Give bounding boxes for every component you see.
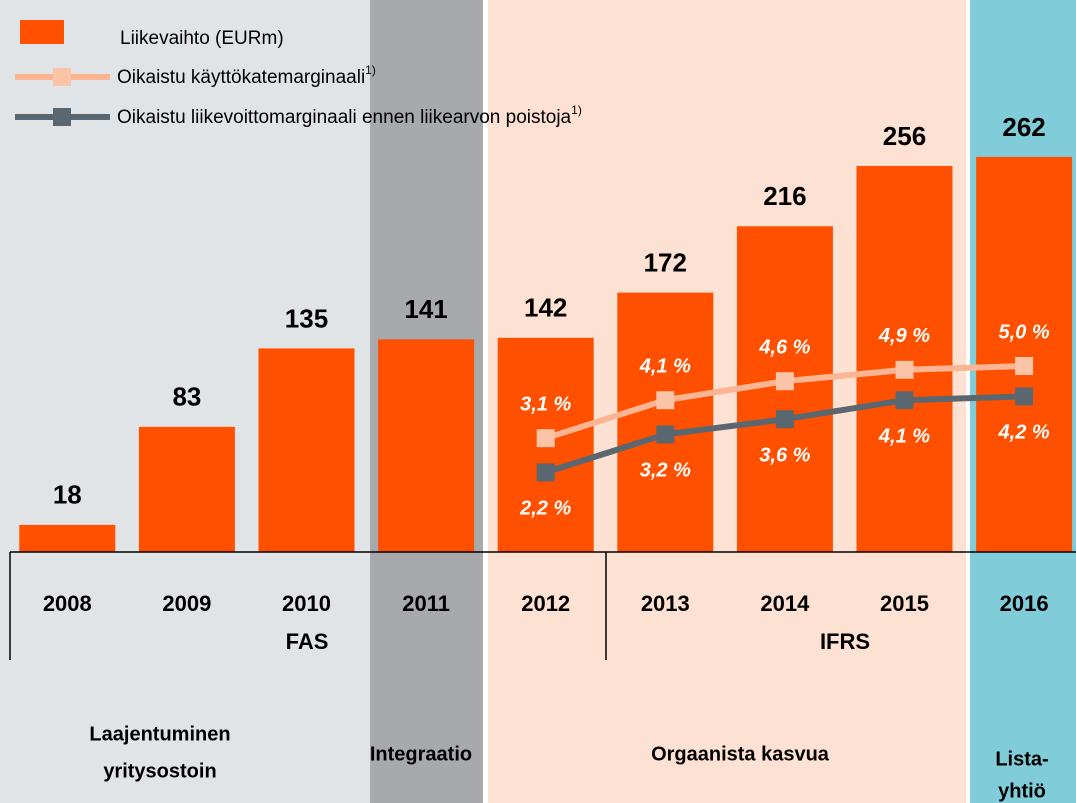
line-value-label: 4,1 % <box>878 425 930 447</box>
legend-name: Oikaistu käyttökatemarginaali <box>117 67 365 88</box>
line-value-label: 4,1 % <box>639 355 691 377</box>
line-value-label: 4,2 % <box>998 422 1050 444</box>
bar-value-label: 18 <box>53 480 82 510</box>
group-label: FAS <box>286 629 329 654</box>
phase-label: Lista- <box>995 748 1048 770</box>
x-tick-label: 2016 <box>1000 591 1049 616</box>
legend-label: Liikevaihto (EURm) <box>120 28 284 49</box>
line-marker <box>1015 387 1034 406</box>
bar-value-label: 142 <box>524 293 567 323</box>
legend-name: Oikaistu liikevoittomarginaali ennen lii… <box>117 107 572 128</box>
line-marker <box>656 425 675 444</box>
bar <box>19 524 116 552</box>
bar <box>617 292 714 552</box>
line-marker <box>895 360 914 379</box>
x-tick-label: 2013 <box>641 591 690 616</box>
phase-label: yhtiö <box>998 780 1046 802</box>
bar <box>258 348 355 552</box>
line-value-label: 3,6 % <box>759 444 810 466</box>
phase-label: Laajentuminen <box>89 723 230 745</box>
line-value-label: 5,0 % <box>999 321 1050 343</box>
legend-marker <box>53 68 71 86</box>
x-tick-label: 2015 <box>880 591 929 616</box>
bar <box>976 156 1073 553</box>
legend-label: Oikaistu liikevoittomarginaali ennen lii… <box>117 103 582 128</box>
bar-value-label: 135 <box>285 303 328 333</box>
bar <box>378 339 475 552</box>
line-value-label: 3,2 % <box>640 460 691 482</box>
bar-value-label: 172 <box>644 247 687 277</box>
x-tick-label: 2012 <box>521 591 570 616</box>
phase-label: Integraatio <box>370 743 472 765</box>
x-tick-label: 2011 <box>402 591 450 616</box>
legend-superscript: 1) <box>571 103 582 117</box>
line-marker <box>536 463 555 482</box>
line-value-label: 4,9 % <box>878 325 930 347</box>
line-marker <box>656 391 675 410</box>
bar-value-label: 83 <box>172 382 201 412</box>
bar-value-label: 141 <box>404 294 447 324</box>
legend-superscript: 1) <box>365 63 376 77</box>
line-value-label: 2,2 % <box>519 498 571 520</box>
line-value-label: 3,1 % <box>520 393 571 415</box>
group-label: IFRS <box>820 629 870 654</box>
line-marker <box>895 391 914 410</box>
bar-value-label: 256 <box>883 121 926 151</box>
x-tick-label: 2008 <box>43 591 92 616</box>
bar <box>856 165 953 552</box>
line-marker <box>775 372 794 391</box>
bar <box>138 426 235 552</box>
line-marker <box>775 410 794 429</box>
line-value-label: 4,6 % <box>758 336 810 358</box>
x-tick-label: 2014 <box>760 591 810 616</box>
bar-value-label: 216 <box>763 181 806 211</box>
phase-label: Orgaanista kasvua <box>651 743 830 765</box>
legend-marker <box>53 108 71 126</box>
phase-label: yritysostoin <box>103 760 216 782</box>
line-marker <box>1015 357 1034 375</box>
bar-value-label: 262 <box>1002 112 1045 142</box>
x-tick-label: 2009 <box>162 591 211 616</box>
x-tick-label: 2010 <box>282 591 331 616</box>
legend-swatch <box>20 20 64 44</box>
legend-label: Oikaistu käyttökatemarginaali1) <box>117 63 376 88</box>
line-marker <box>536 429 555 448</box>
